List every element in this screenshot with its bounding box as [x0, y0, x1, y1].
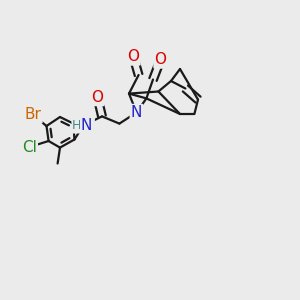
Text: O: O — [128, 50, 140, 64]
Text: NH: NH — [73, 118, 94, 132]
Text: N: N — [81, 118, 92, 133]
Text: H: H — [72, 119, 82, 132]
Text: O: O — [92, 90, 104, 105]
Text: O: O — [154, 52, 166, 68]
Text: Br: Br — [25, 107, 41, 122]
Text: N: N — [131, 105, 142, 120]
Text: Cl: Cl — [22, 140, 37, 154]
